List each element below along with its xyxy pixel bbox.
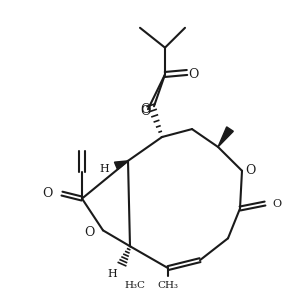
Text: O: O [85, 226, 95, 239]
Polygon shape [114, 161, 128, 169]
Text: O: O [43, 187, 53, 200]
Text: O: O [272, 199, 281, 208]
Text: H: H [107, 269, 117, 279]
Text: H: H [99, 164, 109, 174]
Text: H₃C: H₃C [124, 281, 145, 290]
Text: O: O [245, 164, 255, 177]
Text: O: O [140, 105, 150, 118]
Text: O: O [188, 68, 198, 81]
Text: O: O [140, 103, 150, 116]
Polygon shape [218, 127, 233, 147]
Text: CH₃: CH₃ [158, 281, 178, 290]
